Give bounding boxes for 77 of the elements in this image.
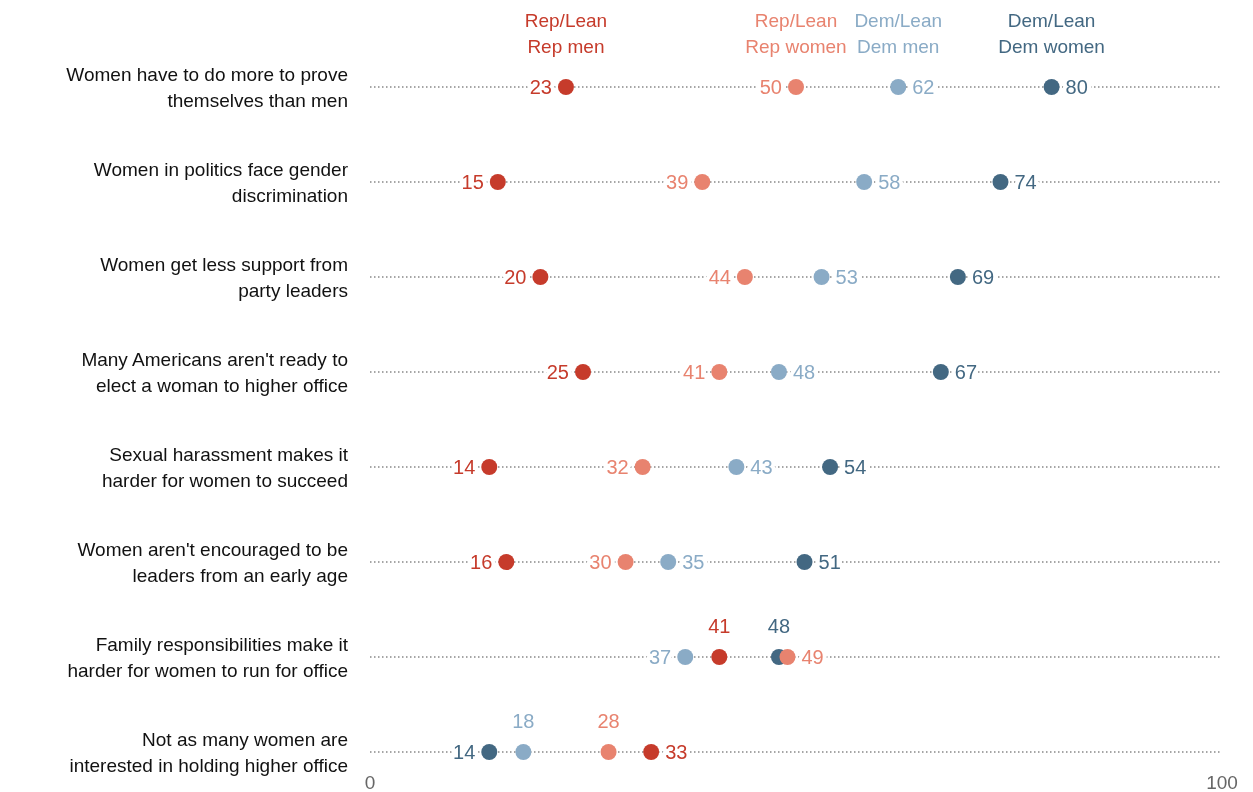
point xyxy=(796,554,813,570)
point xyxy=(515,744,532,760)
text: Rep/Lean Rep men xyxy=(524,10,608,57)
data-label: 53 xyxy=(835,266,858,288)
point xyxy=(1043,79,1060,95)
point xyxy=(949,269,966,285)
data-label: 67 xyxy=(954,361,978,383)
y-tick-label: Family responsibilities make it harder for women to run for office xyxy=(67,634,349,681)
data-label: 74 xyxy=(1014,171,1037,193)
point xyxy=(532,269,549,285)
point xyxy=(489,174,506,190)
point xyxy=(557,79,574,95)
data-label: 49 xyxy=(801,646,824,668)
point xyxy=(660,554,677,570)
data-label: 18 xyxy=(512,710,535,732)
data-label: 20 xyxy=(504,266,527,288)
point xyxy=(694,174,711,190)
data-label: 16 xyxy=(470,551,493,573)
point xyxy=(779,649,796,665)
data-label: 28 xyxy=(597,710,620,732)
point xyxy=(822,459,839,475)
data-label: 23 xyxy=(529,76,552,98)
y-tick-label: Women aren't encouraged to be leaders from an early age xyxy=(77,539,348,586)
data-label: 54 xyxy=(844,456,867,478)
point xyxy=(498,554,515,570)
data-label: 32 xyxy=(606,456,629,478)
data-label: 14 xyxy=(453,741,476,763)
point xyxy=(736,269,753,285)
y-tick-label: Many Americans aren't ready to elect a woman to higher office xyxy=(81,349,348,396)
point xyxy=(575,364,591,380)
point xyxy=(634,459,651,475)
point xyxy=(856,174,873,190)
data-label: 62 xyxy=(912,76,935,98)
data-label: 43 xyxy=(750,456,773,478)
data-label: 33 xyxy=(665,741,688,763)
point xyxy=(728,459,745,475)
data-label: 39 xyxy=(666,171,689,193)
data-label: 50 xyxy=(759,76,782,98)
data-label: 25 xyxy=(546,361,569,383)
point xyxy=(813,269,830,285)
point xyxy=(711,364,728,380)
y-tick-label: Not as many women are interested in holding higher office xyxy=(69,729,348,776)
data-label: 69 xyxy=(971,266,995,288)
data-label: 80 xyxy=(1065,76,1088,98)
data-label: 48 xyxy=(767,615,791,637)
x-tick-label: 0 xyxy=(364,772,376,792)
text: Rep/Lean Rep women xyxy=(745,10,847,57)
data-label: 15 xyxy=(461,171,484,193)
point xyxy=(992,174,1009,190)
y-tick-label: Women get less support from party leaders xyxy=(100,254,348,301)
y-tick-label: Women in politics face gender discrimination xyxy=(93,159,349,206)
data-label: 58 xyxy=(878,171,901,193)
point xyxy=(643,744,660,760)
point xyxy=(711,649,728,665)
data-label: 14 xyxy=(453,456,476,478)
y-tick-label: Sexual harassment makes it harder for women to succeed xyxy=(101,444,349,491)
point xyxy=(481,744,498,760)
data-label: 48 xyxy=(792,361,816,383)
data-label: 30 xyxy=(589,551,612,573)
point xyxy=(600,744,617,760)
point xyxy=(890,79,907,95)
data-label: 37 xyxy=(648,646,672,668)
point xyxy=(770,364,787,380)
point xyxy=(481,459,498,475)
point xyxy=(932,364,949,380)
data-label: 35 xyxy=(682,551,705,573)
data-label: 51 xyxy=(818,551,841,573)
text: Dem/Lean Dem men xyxy=(854,10,943,57)
data-label: 44 xyxy=(708,266,731,288)
text: Dem/Lean Dem women xyxy=(998,10,1105,57)
data-label: 41 xyxy=(683,361,706,383)
point xyxy=(617,554,634,570)
point xyxy=(677,649,694,665)
point xyxy=(788,79,804,95)
data-label: 41 xyxy=(708,615,731,637)
y-tick-label: Women have to do more to prove themselves than men xyxy=(66,64,348,111)
x-tick-label: 100 xyxy=(1206,772,1238,792)
